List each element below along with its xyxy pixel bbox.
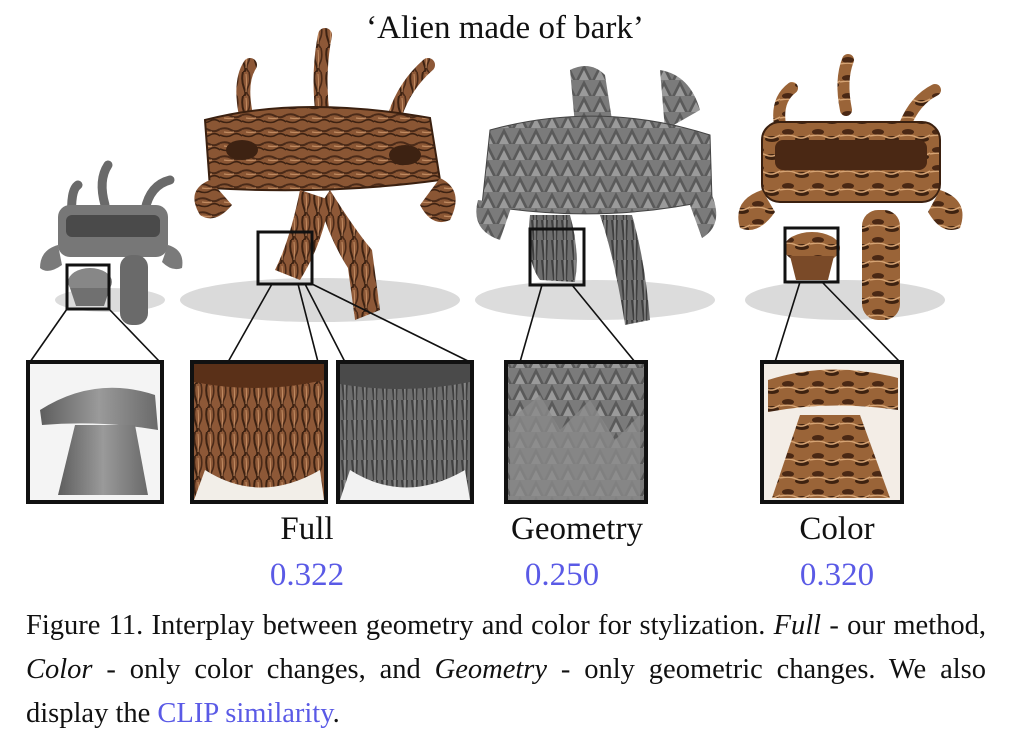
figure-caption: Figure 11. Interplay between geometry an… — [26, 604, 986, 736]
geometry-only-render — [475, 66, 717, 325]
label-color: Color — [799, 511, 875, 547]
caption-term-full: Full — [773, 610, 822, 641]
zoom-inset-input — [26, 360, 164, 504]
label-full: Full — [280, 511, 334, 547]
caption-text-5: . — [332, 698, 340, 729]
zoom-inset-full-gray — [336, 360, 474, 504]
clip-score-full: 0.322 — [269, 557, 345, 593]
caption-term-geometry: Geometry — [434, 654, 547, 685]
clip-score-geometry: 0.250 — [524, 557, 600, 593]
caption-text-3: - only color changes, and — [92, 654, 435, 685]
clip-similarity-link[interactable]: CLIP similarity — [157, 698, 333, 729]
prompt-title: ‘Alien made of bark’ — [366, 10, 644, 46]
zoom-inset-color — [760, 360, 904, 504]
caption-text-1: Interplay between geometry and color for… — [143, 610, 774, 641]
clip-score-color: 0.320 — [799, 557, 875, 593]
input-mesh-render — [40, 160, 183, 325]
zoom-inset-geometry — [504, 360, 648, 504]
caption-text-4: - only geometric changes. We also displa… — [26, 654, 986, 729]
zoom-inset-full-color — [190, 360, 328, 504]
figure-number: Figure 11. — [26, 610, 144, 641]
figure-canvas — [26, 28, 963, 504]
color-only-render — [738, 54, 963, 320]
label-geometry: Geometry — [511, 511, 643, 547]
caption-text-2: - our method, — [821, 610, 986, 641]
zoom-connectors — [29, 281, 901, 363]
full-stylized-render — [180, 28, 460, 322]
caption-term-color: Color — [26, 654, 93, 685]
